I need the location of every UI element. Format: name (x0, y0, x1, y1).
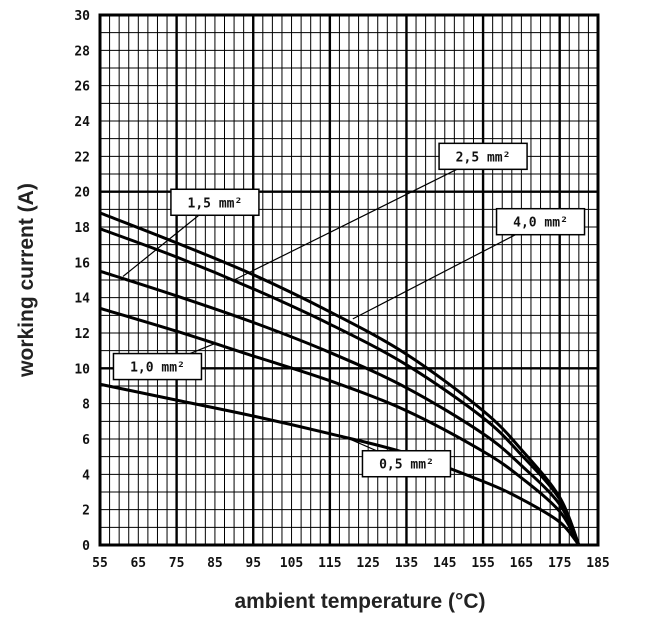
y-tick-label: 28 (74, 44, 90, 59)
x-tick-label: 165 (510, 556, 533, 571)
y-tick-label: 0 (82, 539, 90, 554)
x-tick-label: 75 (169, 556, 185, 571)
series-label-box (361, 449, 452, 478)
y-tick-label: 4 (82, 468, 90, 483)
x-tick-label: 185 (586, 556, 609, 571)
y-tick-label: 26 (74, 80, 90, 95)
x-tick-label: 55 (92, 556, 108, 571)
y-tick-label: 24 (74, 115, 90, 130)
grid (98, 13, 600, 547)
y-axis-title: working current (A) (15, 183, 38, 378)
series-line-40-mm2 (99, 211, 581, 546)
x-tick-label: 145 (433, 556, 456, 571)
y-tick-label: 2 (82, 504, 90, 519)
x-tick-label: 125 (356, 556, 379, 571)
series-label-box (495, 207, 586, 236)
leader-line (233, 155, 484, 281)
series-line-10-mm2 (99, 306, 581, 546)
y-tick-label: 20 (74, 186, 90, 201)
plot-frame (98, 13, 600, 547)
series-labels: 0,5 mm² 1,0 mm² 1,5 mm² 2,5 mm² 4,0 mm² (112, 142, 586, 478)
x-tick-label: 115 (318, 556, 341, 571)
x-tick-label: 85 (207, 556, 223, 571)
series-label: 0,5 mm² (379, 458, 434, 473)
y-tick-label: 10 (74, 362, 90, 377)
x-axis-title: ambient temperature (°C) (234, 590, 485, 613)
series-label-box (438, 142, 528, 171)
y-tick-label: 8 (82, 398, 90, 413)
series-line-15-mm2 (99, 269, 581, 546)
x-tick-labels: 55 65 75 85 95 105 115 125 135 145 155 165 175 185 (92, 556, 610, 571)
y-tick-label: 18 (74, 221, 90, 236)
y-tick-label: 12 (74, 327, 90, 342)
series-label: 1,5 mm² (188, 196, 243, 211)
y-tick-label: 16 (74, 256, 90, 271)
x-tick-label: 175 (548, 556, 571, 571)
x-tick-label: 65 (130, 556, 146, 571)
y-tick-label: 6 (82, 433, 90, 448)
y-tick-label: 22 (74, 150, 90, 165)
series-label: 2,5 mm² (456, 150, 511, 165)
x-tick-label: 105 (280, 556, 303, 571)
x-tick-label: 135 (395, 556, 418, 571)
y-tick-label: 14 (74, 292, 90, 307)
series-label: 4,0 mm² (513, 216, 568, 231)
leader-line (352, 221, 541, 320)
x-tick-label: 155 (471, 556, 494, 571)
series-label-box (170, 188, 260, 217)
series-line-25-mm2 (99, 227, 581, 546)
series-label-box (112, 352, 203, 381)
series-label: 1,0 mm² (130, 361, 185, 376)
x-tick-label: 95 (245, 556, 261, 571)
y-tick-label: 30 (74, 9, 90, 24)
